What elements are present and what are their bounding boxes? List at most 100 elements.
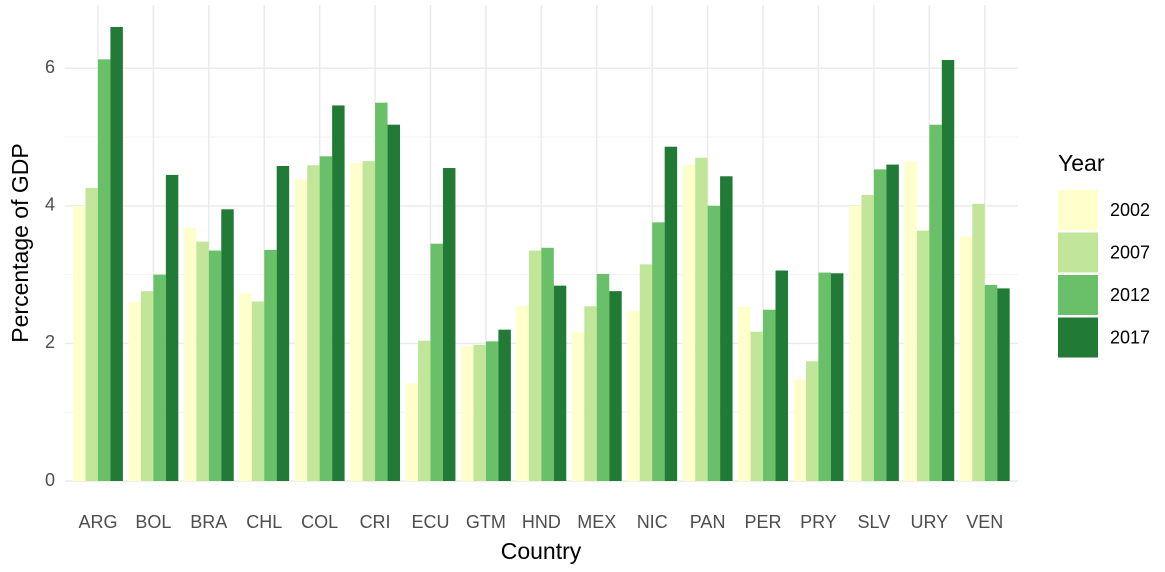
bar	[319, 156, 333, 482]
bar	[652, 222, 665, 481]
bar	[140, 291, 154, 481]
bar	[682, 164, 696, 482]
bar	[848, 205, 862, 482]
bar	[473, 344, 486, 481]
x-tick-label: CRI	[360, 512, 391, 532]
bar	[830, 273, 844, 481]
bar	[639, 264, 653, 481]
bar	[73, 205, 86, 482]
bar	[128, 302, 141, 481]
bar	[584, 306, 597, 481]
x-tick-label: BOL	[135, 512, 171, 532]
bar	[596, 273, 610, 481]
legend-key	[1058, 232, 1098, 273]
bar	[553, 285, 567, 481]
bar	[196, 241, 209, 481]
bar	[738, 306, 751, 481]
x-tick-label: MEX	[577, 512, 616, 532]
bar	[418, 340, 431, 481]
bar	[941, 60, 955, 481]
x-axis-title: Country	[501, 538, 582, 564]
bar	[873, 169, 887, 481]
legend-label: 2012	[1110, 285, 1150, 305]
bar	[793, 379, 807, 481]
bar	[904, 161, 917, 481]
x-tick-label: PAN	[690, 512, 726, 532]
y-tick-label: 0	[45, 470, 55, 490]
bar	[806, 361, 819, 481]
x-tick-label: GTM	[466, 512, 506, 532]
x-tick-label: PRY	[800, 512, 837, 532]
bar	[264, 249, 277, 481]
bar	[251, 301, 265, 481]
x-tick-label: ARG	[78, 512, 117, 532]
bar	[886, 164, 899, 482]
bar	[239, 293, 252, 481]
bar	[498, 329, 511, 481]
bar	[984, 284, 998, 481]
bar	[959, 236, 973, 481]
bar	[916, 230, 930, 481]
bar	[997, 288, 1010, 481]
y-tick-label: 4	[45, 195, 55, 215]
x-tick-label: HND	[522, 512, 561, 532]
bar	[387, 124, 401, 481]
bar	[110, 27, 123, 481]
bar	[707, 205, 721, 482]
bar	[695, 157, 708, 481]
legend-key	[1058, 275, 1098, 315]
bar	[350, 163, 363, 481]
bar	[763, 309, 776, 481]
bar	[609, 291, 622, 481]
bar	[775, 270, 788, 481]
bar	[208, 250, 222, 481]
x-tick-label: CHL	[246, 512, 282, 532]
bar	[485, 341, 499, 481]
x-tick-label: ECU	[411, 512, 449, 532]
bar	[362, 161, 376, 481]
bar	[571, 332, 585, 481]
y-tick-label: 2	[45, 332, 55, 352]
legend-key	[1058, 190, 1098, 230]
bar	[221, 209, 234, 481]
bar	[183, 227, 197, 481]
legend-key	[1058, 317, 1098, 358]
bar	[442, 168, 456, 481]
x-tick-label: COL	[301, 512, 338, 532]
bar	[405, 383, 419, 481]
bar	[375, 102, 388, 481]
bar	[294, 179, 308, 481]
bar	[516, 305, 529, 481]
bar	[276, 165, 290, 481]
bar	[460, 346, 474, 481]
bar	[307, 165, 320, 482]
x-tick-label: NIC	[637, 512, 668, 532]
bar	[720, 176, 733, 481]
x-tick-label: SLV	[858, 512, 891, 532]
bar	[929, 124, 942, 481]
x-tick-label: URY	[910, 512, 948, 532]
legend-label: 2007	[1110, 242, 1150, 262]
x-tick-label: BRA	[190, 512, 227, 532]
bar	[750, 331, 764, 481]
legend-label: 2002	[1110, 200, 1150, 220]
y-axis-title: Percentage of GDP	[7, 143, 33, 342]
bar	[430, 243, 443, 481]
legend-title: Year	[1058, 150, 1105, 176]
bar	[664, 146, 678, 482]
legend-label: 2017	[1110, 327, 1150, 347]
x-tick-label: VEN	[966, 512, 1003, 532]
bar	[861, 194, 874, 481]
bar	[97, 59, 111, 482]
bar	[818, 272, 831, 481]
bar	[541, 247, 554, 481]
bar	[528, 250, 542, 481]
bar	[332, 105, 345, 482]
bar	[153, 274, 166, 481]
bar	[627, 311, 640, 481]
bar	[972, 203, 985, 481]
bar	[165, 174, 179, 481]
bar	[85, 187, 98, 481]
x-tick-label: PER	[745, 512, 782, 532]
